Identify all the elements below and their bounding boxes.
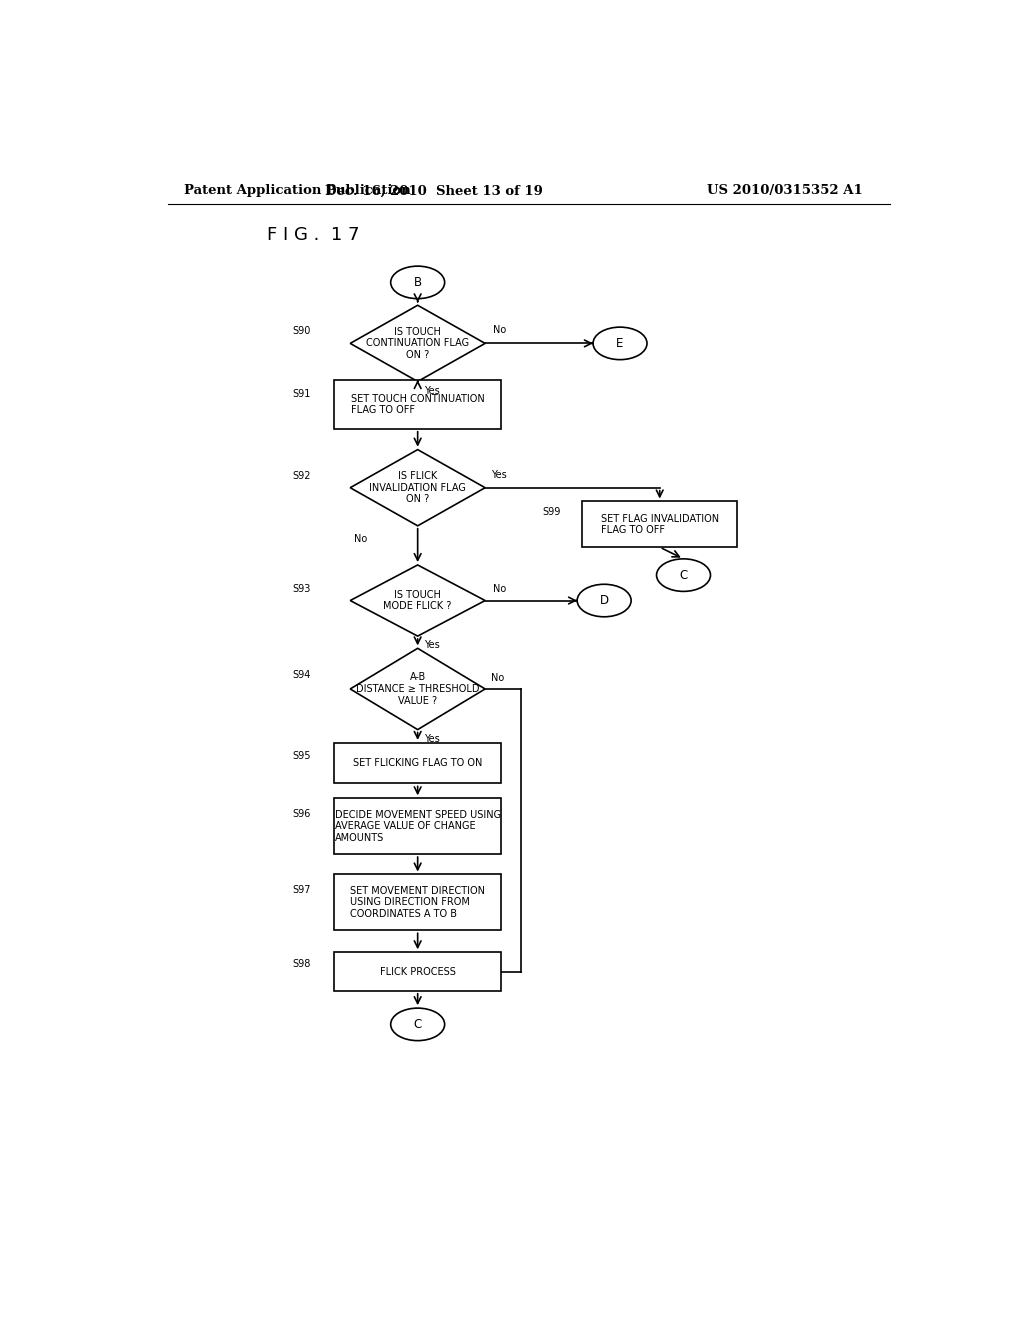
Text: S91: S91 — [292, 389, 310, 399]
Text: Yes: Yes — [424, 640, 439, 651]
Text: DECIDE MOVEMENT SPEED USING
AVERAGE VALUE OF CHANGE
AMOUNTS: DECIDE MOVEMENT SPEED USING AVERAGE VALU… — [335, 809, 501, 842]
Text: Patent Application Publication: Patent Application Publication — [183, 185, 411, 198]
Text: SET FLICKING FLAG TO ON: SET FLICKING FLAG TO ON — [353, 758, 482, 768]
Bar — [334, 874, 501, 931]
Text: S92: S92 — [292, 470, 310, 480]
Text: S99: S99 — [542, 507, 560, 517]
Text: Yes: Yes — [424, 734, 439, 743]
Text: FLICK PROCESS: FLICK PROCESS — [380, 966, 456, 977]
Polygon shape — [350, 565, 485, 636]
Text: SET FLAG INVALIDATION
FLAG TO OFF: SET FLAG INVALIDATION FLAG TO OFF — [601, 513, 719, 535]
Text: Yes: Yes — [492, 470, 507, 479]
Bar — [334, 380, 501, 429]
Text: S97: S97 — [292, 886, 310, 895]
Text: F I G .  1 7: F I G . 1 7 — [267, 226, 359, 244]
Text: Yes: Yes — [424, 385, 439, 396]
Text: No: No — [494, 585, 506, 594]
Text: B: B — [414, 276, 422, 289]
Bar — [334, 952, 501, 991]
Text: A-B
DISTANCE ≥ THRESHOLD
VALUE ?: A-B DISTANCE ≥ THRESHOLD VALUE ? — [356, 672, 479, 706]
Text: No: No — [354, 535, 368, 544]
Text: US 2010/0315352 A1: US 2010/0315352 A1 — [708, 185, 863, 198]
Text: E: E — [616, 337, 624, 350]
Bar — [334, 743, 501, 784]
Text: D: D — [600, 594, 608, 607]
Text: No: No — [492, 673, 505, 682]
Text: S90: S90 — [292, 326, 310, 337]
Text: C: C — [679, 569, 688, 582]
Text: S95: S95 — [292, 751, 310, 762]
Text: No: No — [494, 325, 506, 335]
Text: IS TOUCH
CONTINUATION FLAG
ON ?: IS TOUCH CONTINUATION FLAG ON ? — [367, 327, 469, 360]
Polygon shape — [350, 648, 485, 730]
Text: C: C — [414, 1018, 422, 1031]
Bar — [583, 502, 737, 548]
Text: Dec. 16, 2010  Sheet 13 of 19: Dec. 16, 2010 Sheet 13 of 19 — [325, 185, 543, 198]
Text: S98: S98 — [292, 960, 310, 969]
Text: SET MOVEMENT DIRECTION
USING DIRECTION FROM
COORDINATES A TO B: SET MOVEMENT DIRECTION USING DIRECTION F… — [350, 886, 485, 919]
Text: S94: S94 — [292, 669, 310, 680]
Text: IS TOUCH
MODE FLICK ?: IS TOUCH MODE FLICK ? — [383, 590, 452, 611]
Bar — [334, 799, 501, 854]
Text: S93: S93 — [292, 585, 310, 594]
Text: SET TOUCH CONTINUATION
FLAG TO OFF: SET TOUCH CONTINUATION FLAG TO OFF — [351, 393, 484, 416]
Text: S96: S96 — [292, 809, 310, 818]
Polygon shape — [350, 450, 485, 525]
Text: IS FLICK
INVALIDATION FLAG
ON ?: IS FLICK INVALIDATION FLAG ON ? — [370, 471, 466, 504]
Polygon shape — [350, 305, 485, 381]
